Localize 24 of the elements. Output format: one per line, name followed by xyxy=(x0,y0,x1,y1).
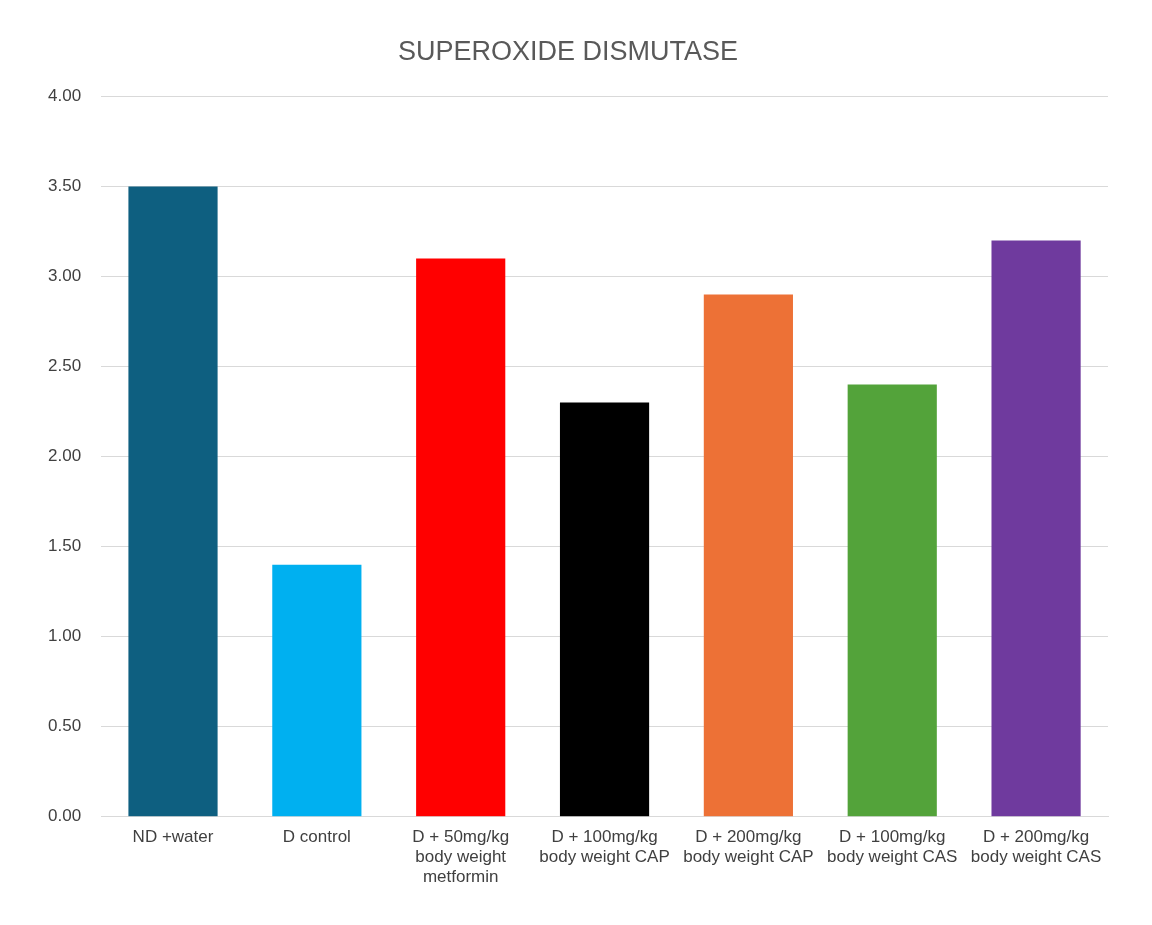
x-tick-label: D + 100mg/kg body weight CAP xyxy=(539,826,670,867)
bar xyxy=(272,564,362,817)
bar xyxy=(128,186,218,817)
y-tick-label: 3.50 xyxy=(47,176,82,196)
y-tick-label: 0.00 xyxy=(47,806,82,826)
bar xyxy=(847,384,937,817)
x-tick-label: D + 200mg/kg body weight CAS xyxy=(970,826,1102,867)
y-tick-label: 1.50 xyxy=(47,536,82,556)
bar xyxy=(703,294,793,817)
y-tick-label: 1.00 xyxy=(47,626,82,646)
x-tick-label: D control xyxy=(282,826,351,846)
x-tick-label: D + 50mg/kg body weight metformin xyxy=(412,826,510,887)
y-tick-label: 4.00 xyxy=(47,86,82,106)
chart-title: SUPEROXIDE DISMUTASE xyxy=(397,35,739,66)
bar xyxy=(559,402,650,817)
x-tick-label: D + 200mg/kg body weight CAP xyxy=(683,826,814,867)
x-tick-label: ND +water xyxy=(132,826,214,846)
y-tick-label: 3.00 xyxy=(47,266,82,286)
y-tick-label: 2.50 xyxy=(47,356,82,376)
y-tick-label: 0.50 xyxy=(47,716,82,736)
bar xyxy=(416,258,506,817)
bar xyxy=(991,240,1081,817)
y-tick-label: 2.00 xyxy=(47,446,82,466)
x-tick-label: D + 100mg/kg body weight CAS xyxy=(827,826,958,867)
